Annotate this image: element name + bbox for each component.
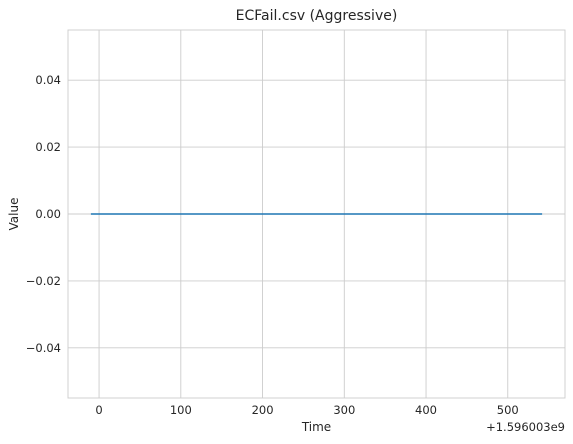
x-tick-label: 400 <box>415 403 437 417</box>
x-tick-label: 100 <box>170 403 192 417</box>
y-tick-label: −0.04 <box>26 341 61 355</box>
x-axis-label: Time <box>301 420 331 434</box>
chart-title: ECFail.csv (Aggressive) <box>236 8 398 24</box>
x-tick-label: 500 <box>497 403 519 417</box>
y-ticks: −0.04 −0.02 0.00 0.02 0.04 <box>26 73 61 355</box>
y-tick-label: −0.02 <box>26 274 61 288</box>
plot-frame <box>67 29 566 399</box>
x-tick-label: 300 <box>333 403 355 417</box>
y-tick-label: 0.04 <box>35 73 61 87</box>
y-axis-label: Value <box>7 198 21 231</box>
x-tick-label: 0 <box>95 403 102 417</box>
x-offset-text: +1.596003e9 <box>486 420 565 434</box>
x-ticks: 0 100 200 300 400 500 <box>95 403 518 417</box>
y-tick-label: 0.02 <box>35 140 61 154</box>
y-tick-label: 0.00 <box>35 207 61 221</box>
x-tick-label: 200 <box>252 403 274 417</box>
